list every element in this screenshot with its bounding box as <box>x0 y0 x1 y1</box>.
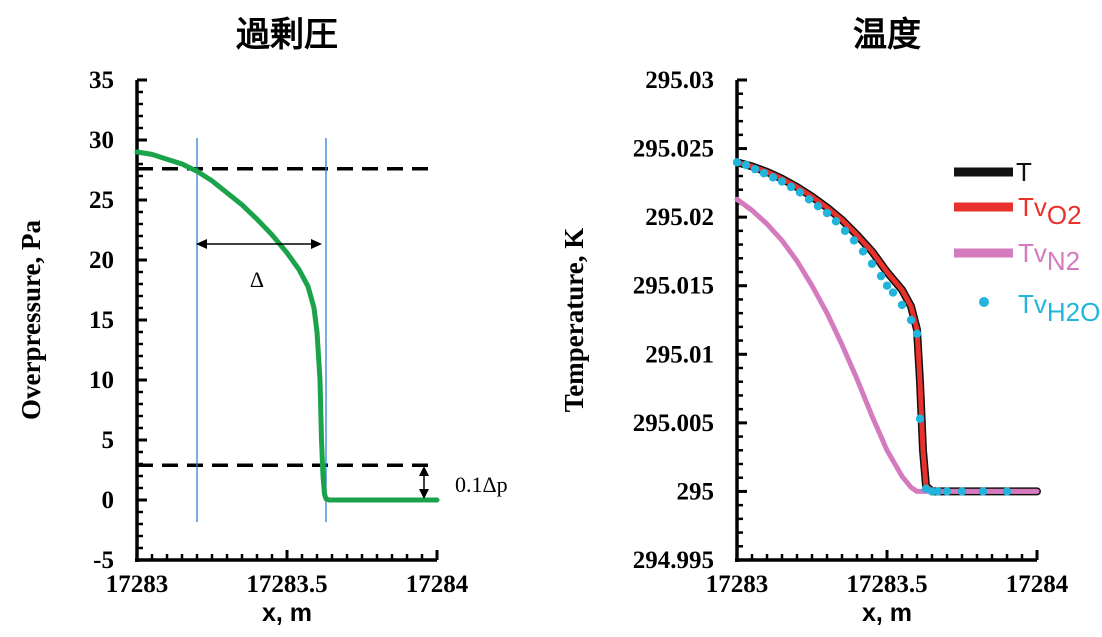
legend-item-tv-n2: TvN2 <box>954 238 1080 276</box>
series-line <box>733 158 1041 496</box>
data-point <box>978 487 988 496</box>
data-point <box>849 236 859 245</box>
series-layer <box>134 149 440 503</box>
reference-lines <box>137 138 437 522</box>
x-axis-label: x, m <box>262 599 312 627</box>
data-point <box>741 160 751 170</box>
data-point <box>867 259 877 268</box>
x-tick-label: 17283 <box>106 571 169 598</box>
y-tick-label: 20 <box>89 247 114 274</box>
legend-label-main: Tv <box>1018 289 1047 319</box>
data-point <box>732 158 742 167</box>
series-layer <box>732 158 1041 496</box>
legend-swatch <box>979 297 989 307</box>
dp-arrowhead-top <box>419 466 429 476</box>
data-point <box>813 201 823 211</box>
legend-label-sub: O2 <box>1047 200 1082 230</box>
data-point <box>933 487 943 496</box>
axis-ticks <box>135 78 439 562</box>
data-point <box>876 271 886 281</box>
y-tick-label: 295 <box>677 478 715 505</box>
data-point <box>768 173 778 182</box>
x-tick-label: 17283.5 <box>246 571 327 598</box>
y-tick-label: 10 <box>89 367 114 394</box>
data-point <box>912 329 922 338</box>
y-tick-label: 30 <box>89 127 114 154</box>
data-point <box>759 169 769 178</box>
data-point <box>942 487 952 496</box>
data-point <box>795 188 805 197</box>
legend-label: TvO2 <box>1018 192 1082 230</box>
y-tick-label: 295.02 <box>645 204 714 231</box>
y-axis-label: Temperature, K <box>559 228 589 412</box>
data-point <box>840 226 850 236</box>
data-point <box>927 487 937 496</box>
y-tick-label: 295.015 <box>633 273 714 300</box>
data-point <box>1002 487 1012 496</box>
data-point <box>897 300 907 310</box>
dp-arrowhead-bottom <box>419 489 429 499</box>
chart-title: 温度 <box>853 15 921 55</box>
legend-item-t: T <box>954 157 1032 187</box>
y-tick-label: 0 <box>102 487 115 514</box>
delta-arrowhead-left <box>196 239 207 249</box>
x-tick-label: 17284 <box>1006 571 1069 598</box>
x-tick-label: 17283 <box>706 571 769 598</box>
legend-label-main: Tv <box>1018 238 1047 268</box>
y-tick-label: 295.005 <box>633 410 714 437</box>
legend-label-sub: H2O <box>1047 297 1100 327</box>
legend-label: TvH2O <box>1018 289 1100 327</box>
y-tick-label: 15 <box>89 307 114 334</box>
legend-label-main: Tv <box>1018 192 1047 222</box>
legend-label: T <box>1016 157 1032 187</box>
data-point <box>906 315 916 325</box>
data-point <box>831 217 841 226</box>
series-line <box>134 149 440 503</box>
legend-label: TvN2 <box>1018 238 1080 276</box>
delta-label: Δ <box>250 267 264 292</box>
x-tick-label: 17284 <box>406 571 469 598</box>
temperature-panel: 温度 x, m Temperature, K 294.995 295 295.0… <box>559 15 1100 627</box>
data-point <box>822 208 832 218</box>
legend-label-sub: N2 <box>1047 246 1080 276</box>
data-point <box>786 182 796 192</box>
y-tick-label: 5 <box>102 427 115 454</box>
y-tick-label: 295.025 <box>633 136 714 163</box>
data-point <box>957 487 967 496</box>
y-tick-label: 25 <box>89 187 114 214</box>
y-axis-label: Overpressure, Pa <box>16 220 46 420</box>
legend-item-tv-h2o: TvH2O <box>979 289 1100 327</box>
tick-labels: -5 0 5 10 15 20 25 30 35 17283 17283.5 1… <box>89 67 469 598</box>
tenth-dp-annotation: 0.1Δp <box>419 466 508 499</box>
data-point <box>888 288 898 297</box>
data-point <box>915 414 925 423</box>
legend: T TvO2 TvN2 TvH2O <box>954 157 1100 327</box>
dp-label: 0.1Δp <box>455 472 508 497</box>
y-tick-label: 35 <box>89 67 114 94</box>
data-point <box>777 177 787 186</box>
tick-labels: 294.995 295 295.005 295.01 295.015 295.0… <box>633 67 1069 598</box>
chart-title: 過剰圧 <box>236 15 338 55</box>
overpressure-panel: 過剰圧 x, m Overpressure, Pa -5 0 5 10 15 2… <box>16 15 508 627</box>
data-point <box>858 247 868 256</box>
x-axis-label: x, m <box>862 599 912 627</box>
x-tick-label: 17283.5 <box>846 571 927 598</box>
y-tick-label: 294.995 <box>633 547 714 574</box>
data-point <box>882 281 892 290</box>
y-tick-label: -5 <box>93 547 114 574</box>
y-tick-label: 295.01 <box>645 341 714 368</box>
delta-annotation: Δ <box>196 239 322 292</box>
series-line <box>734 159 1040 494</box>
data-point <box>804 195 814 204</box>
series-line <box>734 196 1040 494</box>
data-point <box>750 164 760 174</box>
delta-arrowhead-right <box>311 239 322 249</box>
legend-item-tv-o2: TvO2 <box>954 192 1082 230</box>
y-tick-label: 295.03 <box>645 67 714 94</box>
